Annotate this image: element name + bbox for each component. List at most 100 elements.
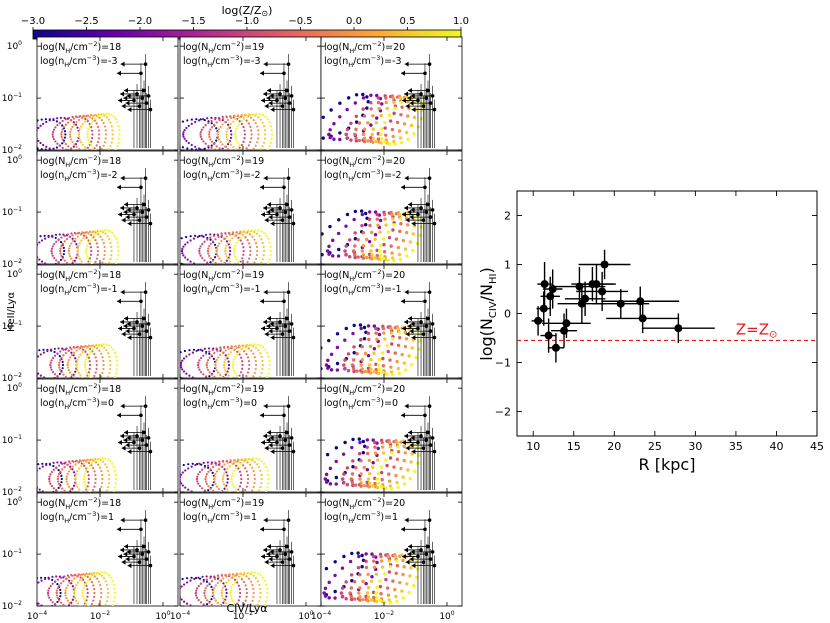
- data-point: [636, 297, 645, 306]
- model-point-logZ-0.5: [250, 133, 253, 136]
- model-point-logZ-0.5: [72, 117, 75, 120]
- obs-limit-arrow: [411, 449, 416, 455]
- model-point-logZ-2: [206, 117, 209, 120]
- model-point-logZ-2: [37, 129, 38, 132]
- model-point-logZ-3: [182, 463, 185, 467]
- model-point-logZ-0.5: [67, 377, 69, 378]
- model-point-logZ0.5: [225, 602, 228, 605]
- model-point-logZ-3: [209, 238, 212, 241]
- model-point-logZ0: [71, 239, 75, 243]
- x-tick-exp: −4: [322, 610, 331, 617]
- model-point-logZ-3: [184, 377, 186, 378]
- model-point-logZ0: [253, 481, 256, 485]
- model-point-logZ0: [98, 466, 102, 469]
- model-point-logZ-1: [243, 137, 246, 140]
- panel-label-NH-part: log(N: [324, 270, 349, 281]
- model-point-logZ1: [248, 457, 252, 460]
- obs-limit-arrow: [121, 445, 126, 451]
- model-point-logZ1: [117, 124, 120, 128]
- model-point-logZ-2: [45, 463, 48, 467]
- model-point-logZ-0.5: [71, 574, 74, 577]
- data-point: [540, 280, 549, 289]
- model-point-logZ-3: [199, 118, 202, 121]
- model-point-logZ-3: [203, 147, 206, 150]
- model-point-logZ1: [242, 234, 245, 237]
- model-point-logZ0: [373, 451, 378, 455]
- model-point-logZ-3: [55, 120, 59, 123]
- model-point-logZ-2: [366, 353, 371, 358]
- model-point-logZ-3: [213, 243, 217, 246]
- model-point-logZ-0.5: [399, 222, 403, 226]
- model-point-logZ0: [64, 589, 67, 592]
- model-point-logZ1: [115, 355, 118, 358]
- model-point-logZ-0.5: [75, 116, 79, 119]
- model-point-logZ1: [379, 465, 383, 469]
- y-tick-base: 10: [7, 498, 19, 508]
- model-point-logZ0.5: [227, 141, 231, 144]
- model-point-logZ0.5: [258, 583, 261, 586]
- model-point-logZ0.5: [404, 130, 409, 135]
- panel-label-NH-part: log(N: [183, 384, 208, 395]
- model-point-logZ-0.5: [247, 144, 250, 147]
- y-tick-exp: −1: [13, 206, 22, 213]
- model-point-logZ-1: [48, 587, 51, 590]
- model-point-logZ-2: [180, 480, 182, 483]
- panel-frame: [179, 378, 322, 493]
- model-point-logZ-3: [190, 607, 192, 609]
- model-point-logZ-3: [337, 247, 341, 252]
- model-point-logZ-2: [40, 579, 43, 582]
- model-point-logZ-2: [40, 239, 44, 242]
- right-plot-x-label: R [kpc]: [639, 455, 696, 474]
- obs-point: [146, 550, 151, 554]
- model-point-logZ-0.5: [84, 610, 86, 612]
- model-point-logZ-0.5: [217, 608, 219, 610]
- model-point-logZ-2: [44, 605, 46, 606]
- model-point-logZ-2: [42, 351, 46, 354]
- model-point-logZ1: [414, 575, 419, 579]
- model-point-logZ-1: [199, 582, 203, 585]
- model-point-logZ-2: [66, 148, 70, 150]
- model-point-logZ-0.5: [62, 580, 65, 583]
- model-point-logZ-3: [20, 356, 22, 358]
- panel-label-NH-part: H: [65, 503, 70, 511]
- model-tracks: [180, 343, 271, 378]
- model-point-logZ-0.5: [248, 257, 251, 260]
- model-point-logZ1: [231, 600, 234, 603]
- model-point-logZ-3: [13, 478, 15, 480]
- model-point-logZ-1: [199, 254, 202, 257]
- model-point-logZ1: [231, 483, 234, 486]
- model-point-logZ-3: [17, 131, 19, 133]
- model-point-logZ-0.5: [67, 349, 70, 353]
- model-point-logZ-3: [24, 260, 26, 262]
- model-point-logZ-2: [45, 145, 48, 148]
- model-point-logZ0: [213, 480, 216, 483]
- model-point-logZ-1: [354, 139, 359, 143]
- model-point-logZ-2: [185, 602, 189, 605]
- model-point-logZ-1: [209, 263, 212, 264]
- model-point-logZ0.5: [225, 356, 228, 359]
- model-point-logZ1: [113, 486, 117, 489]
- model-point-logZ-0.5: [89, 605, 91, 606]
- model-point-logZ0.5: [77, 255, 80, 258]
- model-point-logZ0: [221, 376, 224, 378]
- model-point-logZ1: [265, 583, 268, 586]
- model-point-logZ-3: [17, 133, 19, 135]
- model-point-logZ0.5: [74, 477, 77, 481]
- model-point-logZ-3: [196, 462, 199, 466]
- model-point-logZ0.5: [375, 458, 380, 462]
- model-point-logZ-1: [91, 129, 94, 132]
- model-point-logZ1: [116, 254, 120, 257]
- model-point-logZ0.5: [372, 370, 376, 374]
- panel-label-nH-part: )=1: [239, 512, 257, 523]
- model-point-logZ-1: [69, 346, 72, 349]
- y-tick-base: 10: [2, 602, 14, 612]
- panel-label-NH-part: log(N: [183, 270, 208, 281]
- model-point-logZ-3: [44, 118, 47, 121]
- model-point-logZ-0.5: [247, 360, 251, 363]
- model-point-logZ-0.5: [380, 478, 384, 482]
- obs-point: [287, 101, 292, 105]
- model-point-logZ-1: [345, 127, 350, 132]
- model-point-logZ0.5: [221, 586, 224, 589]
